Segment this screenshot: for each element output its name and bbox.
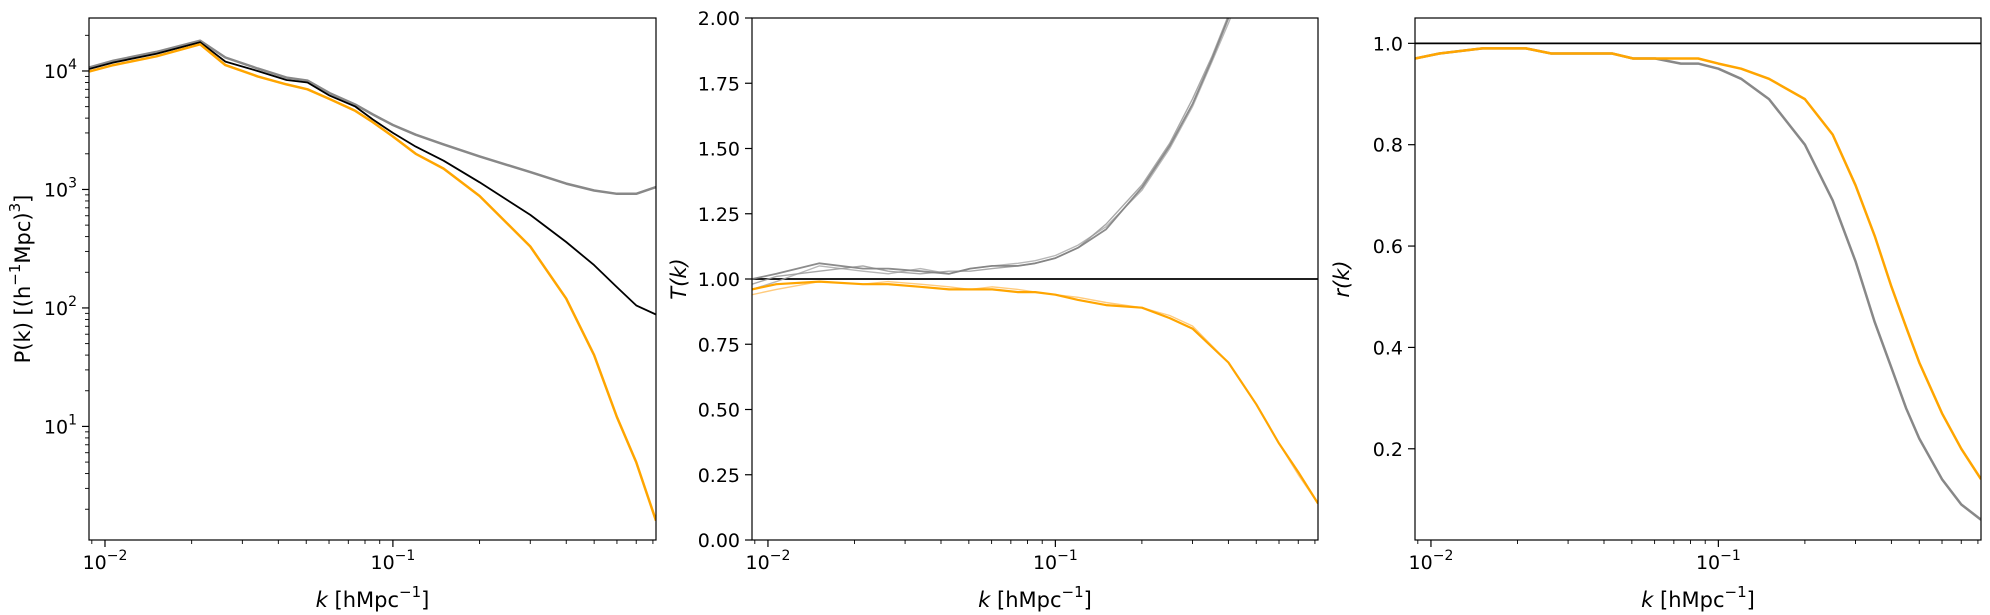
x-tick-label: 10−2: [1409, 548, 1454, 574]
series-line-3: [752, 280, 1318, 504]
y-tick-label: 0.25: [698, 465, 740, 487]
y-tick-label: 0.75: [698, 334, 740, 356]
y-tick-label: 1.00: [698, 269, 740, 291]
series-line-1: [1415, 47, 1981, 480]
y-axis-label: T(k): [667, 258, 691, 299]
series-line-0: [752, 18, 1232, 291]
y-tick-label: 1.0: [1373, 33, 1403, 55]
series-line-0: [89, 39, 656, 196]
x-axis-label: k [hMpc−1]: [316, 583, 430, 612]
y-tick-label: 0.4: [1373, 337, 1403, 359]
plot-area: [752, 18, 1318, 505]
series-line-1: [752, 18, 1229, 285]
x-tick-label: 10−2: [746, 548, 791, 574]
series-line-1: [89, 41, 656, 316]
plot-area: [1415, 42, 1981, 521]
x-tick-label: 10−1: [370, 548, 415, 574]
y-tick-label: 101: [44, 412, 77, 438]
y-axis-label: r(k): [1330, 260, 1354, 297]
transfer-function-panel: 10−2 10−1 0.00 0.25 0.50 0.75 1.00 1.25 1.50 1.75…: [667, 8, 1319, 612]
series-line-0: [1415, 47, 1981, 521]
axes-frame: [1414, 17, 1982, 541]
y-tick-label: 1.50: [698, 139, 740, 161]
series-line-2: [752, 18, 1230, 280]
y-tick-label: 104: [44, 57, 77, 83]
y-tick-label: 1.75: [698, 73, 740, 95]
x-tick-label: 10−1: [1033, 548, 1078, 574]
series-line-2: [89, 43, 656, 522]
y-axis-label: P(k) [(h−1Mpc)3]: [6, 195, 35, 364]
y-tick-label: 2.00: [698, 8, 740, 30]
series-line-4: [752, 280, 1318, 505]
x-axis-label: k [hMpc−1]: [1641, 583, 1755, 612]
x-tick-label: 10−2: [83, 548, 128, 574]
y-tick-label: 0.6: [1373, 236, 1403, 258]
y-tick-label: 102: [44, 294, 77, 320]
correlation-coefficient-panel: 10−2 10−1 0.2 0.4 0.6 0.8 1.0 k [hMpc−1] r(k): [1330, 17, 1982, 612]
x-tick-label: 10−1: [1696, 548, 1741, 574]
axes-frame: [88, 17, 657, 541]
y-tick-label: 0.8: [1373, 135, 1403, 157]
power-spectrum-panel: 10−2 10−1 101 102 103 104 k [hMpc−1] P(k) [(h−1…: [6, 17, 657, 612]
x-axis-label: k [hMpc−1]: [978, 583, 1092, 612]
y-tick-label: 0.2: [1373, 439, 1403, 461]
y-tick-label: 0.50: [698, 400, 740, 422]
y-tick-label: 103: [44, 175, 77, 201]
plot-area: [89, 39, 656, 522]
y-tick-label: 0.00: [698, 530, 740, 552]
y-tick-label: 1.25: [698, 204, 740, 226]
